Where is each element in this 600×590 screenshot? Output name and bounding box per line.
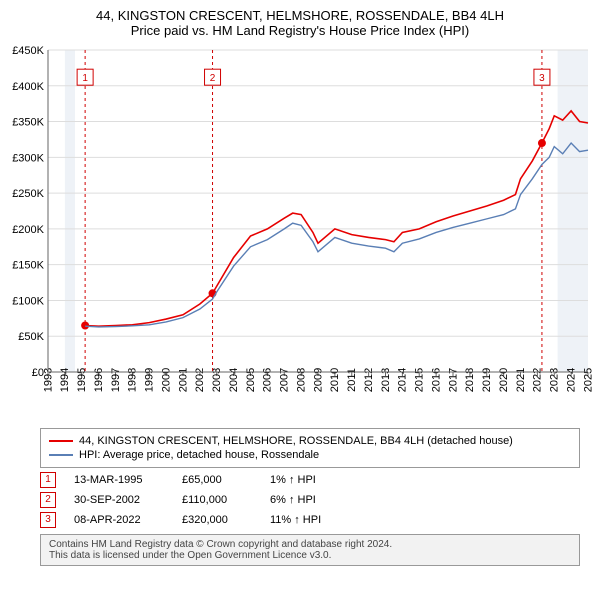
sale-marker-row: 2 30-SEP-2002 £110,000 6% ↑ HPI — [40, 492, 580, 508]
marker-badge: 1 — [40, 472, 56, 488]
legend-swatch — [49, 454, 73, 456]
svg-text:£400K: £400K — [12, 81, 44, 93]
svg-text:£100K: £100K — [12, 295, 44, 307]
svg-text:2025: 2025 — [582, 368, 594, 392]
svg-text:2012: 2012 — [363, 368, 375, 392]
svg-text:1996: 1996 — [93, 368, 105, 392]
svg-text:2021: 2021 — [515, 368, 527, 392]
svg-text:2006: 2006 — [262, 368, 274, 392]
marker-price: £110,000 — [182, 494, 252, 506]
sale-marker-row: 3 08-APR-2022 £320,000 11% ↑ HPI — [40, 512, 580, 528]
marker-pct: 6% ↑ HPI — [270, 494, 360, 506]
svg-text:1997: 1997 — [110, 368, 122, 392]
svg-text:2009: 2009 — [312, 368, 324, 392]
svg-text:2001: 2001 — [177, 368, 189, 392]
price-chart: £0£50K£100K£150K£200K£250K£300K£350K£400… — [0, 42, 600, 422]
svg-text:2004: 2004 — [228, 368, 240, 392]
svg-text:2013: 2013 — [380, 368, 392, 392]
marker-date: 08-APR-2022 — [74, 514, 164, 526]
svg-text:2008: 2008 — [295, 368, 307, 392]
svg-text:£350K: £350K — [12, 117, 44, 129]
svg-text:1: 1 — [82, 73, 88, 84]
svg-text:£250K: £250K — [12, 188, 44, 200]
sale-marker-row: 1 13-MAR-1995 £65,000 1% ↑ HPI — [40, 472, 580, 488]
marker-price: £320,000 — [182, 514, 252, 526]
title-line-2: Price paid vs. HM Land Registry's House … — [10, 23, 590, 38]
svg-text:1994: 1994 — [59, 368, 71, 392]
marker-pct: 1% ↑ HPI — [270, 474, 360, 486]
svg-text:2020: 2020 — [498, 368, 510, 392]
legend-label: HPI: Average price, detached house, Ross… — [79, 449, 319, 461]
chart-title: 44, KINGSTON CRESCENT, HELMSHORE, ROSSEN… — [0, 0, 600, 42]
attribution-footer: Contains HM Land Registry data © Crown c… — [40, 534, 580, 566]
sale-markers-list: 1 13-MAR-1995 £65,000 1% ↑ HPI 2 30-SEP-2002 £… — [40, 472, 580, 528]
svg-text:2: 2 — [210, 73, 216, 84]
svg-text:2018: 2018 — [464, 368, 476, 392]
svg-text:3: 3 — [539, 73, 545, 84]
marker-date: 13-MAR-1995 — [74, 474, 164, 486]
legend-label: 44, KINGSTON CRESCENT, HELMSHORE, ROSSEN… — [79, 435, 513, 447]
svg-text:1998: 1998 — [127, 368, 139, 392]
svg-text:2003: 2003 — [211, 368, 223, 392]
svg-text:2022: 2022 — [532, 368, 544, 392]
svg-text:2023: 2023 — [549, 368, 561, 392]
svg-text:£150K: £150K — [12, 260, 44, 272]
page-root: 44, KINGSTON CRESCENT, HELMSHORE, ROSSEN… — [0, 0, 600, 566]
legend-item: HPI: Average price, detached house, Ross… — [49, 449, 571, 461]
svg-text:2002: 2002 — [194, 368, 206, 392]
svg-text:£200K: £200K — [12, 224, 44, 236]
svg-text:2010: 2010 — [329, 368, 341, 392]
svg-text:2000: 2000 — [160, 368, 172, 392]
svg-text:2014: 2014 — [397, 368, 409, 392]
chart-area: £0£50K£100K£150K£200K£250K£300K£350K£400… — [0, 42, 600, 422]
footer-line-2: This data is licensed under the Open Gov… — [49, 550, 571, 561]
svg-text:2015: 2015 — [414, 368, 426, 392]
legend: 44, KINGSTON CRESCENT, HELMSHORE, ROSSEN… — [40, 428, 580, 468]
svg-text:2005: 2005 — [245, 368, 257, 392]
footer-line-1: Contains HM Land Registry data © Crown c… — [49, 539, 571, 550]
svg-text:£450K: £450K — [12, 45, 44, 57]
marker-pct: 11% ↑ HPI — [270, 514, 360, 526]
svg-text:2016: 2016 — [430, 368, 442, 392]
svg-text:2007: 2007 — [279, 368, 291, 392]
marker-badge: 2 — [40, 492, 56, 508]
legend-item: 44, KINGSTON CRESCENT, HELMSHORE, ROSSEN… — [49, 435, 571, 447]
marker-price: £65,000 — [182, 474, 252, 486]
svg-text:2024: 2024 — [565, 368, 577, 392]
svg-text:2017: 2017 — [447, 368, 459, 392]
marker-date: 30-SEP-2002 — [74, 494, 164, 506]
legend-swatch — [49, 440, 73, 442]
svg-text:£300K: £300K — [12, 152, 44, 164]
svg-text:£50K: £50K — [18, 331, 44, 343]
marker-badge: 3 — [40, 512, 56, 528]
svg-text:1995: 1995 — [76, 368, 88, 392]
svg-text:2019: 2019 — [481, 368, 493, 392]
svg-text:1999: 1999 — [144, 368, 156, 392]
title-line-1: 44, KINGSTON CRESCENT, HELMSHORE, ROSSEN… — [10, 8, 590, 23]
